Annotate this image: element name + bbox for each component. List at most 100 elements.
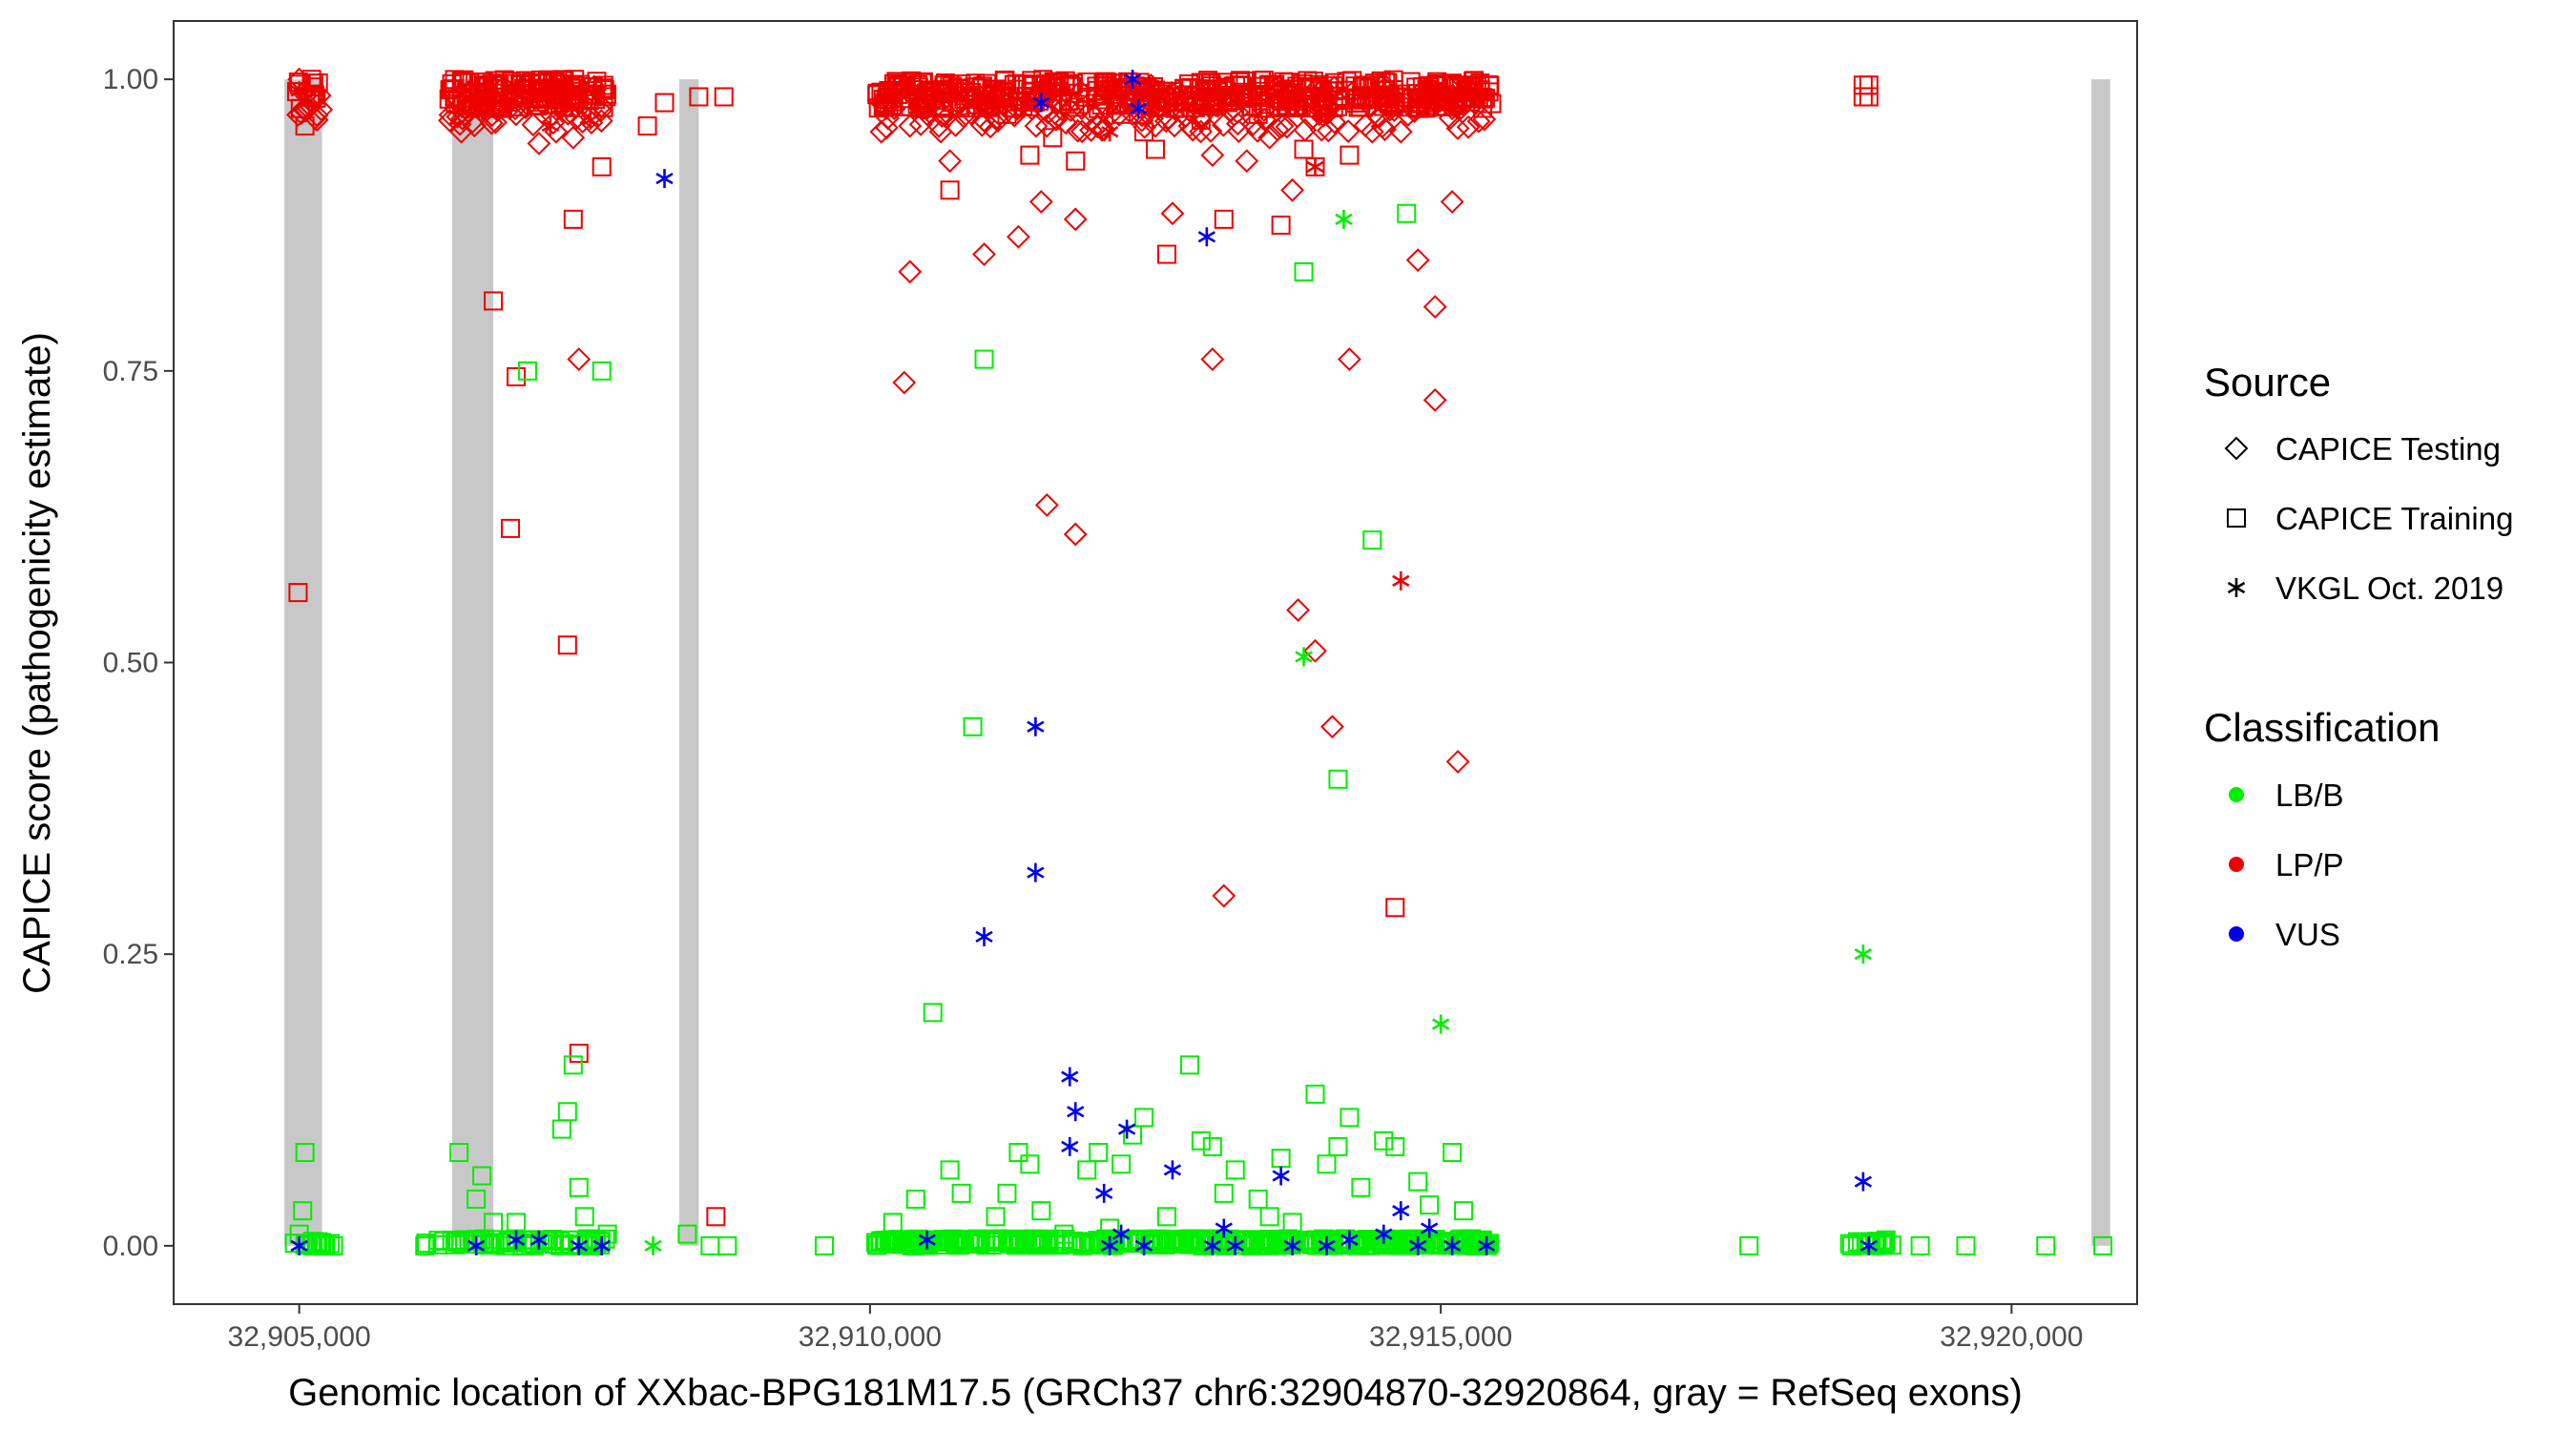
dense-point [1328, 86, 1348, 106]
data-point [655, 169, 674, 189]
data-point [1008, 1143, 1028, 1163]
dense-point [1396, 103, 1421, 127]
legend-key-dot [2229, 926, 2244, 942]
data-point [1405, 248, 1430, 273]
legend-source-item: CAPICE Testing [2224, 431, 2501, 467]
data-point [461, 98, 481, 118]
data-point [1876, 1230, 1896, 1250]
x-axis: 32,905,000 32,910,000 32,915,000 32,920,000 [228, 1304, 2083, 1353]
data-point [1320, 715, 1344, 739]
data-point [637, 116, 657, 136]
data-point [467, 1235, 486, 1255]
dense-point [1024, 114, 1049, 138]
dense-point [1437, 75, 1462, 100]
dense-point [551, 1235, 571, 1255]
data-point [654, 93, 675, 113]
data-point [1303, 638, 1327, 663]
data-point [1443, 1143, 1463, 1163]
data-point [1272, 1166, 1290, 1186]
data-point [869, 119, 894, 144]
data-point [527, 131, 551, 156]
dense-point [446, 1234, 466, 1255]
data-point [1111, 104, 1132, 124]
data-point [415, 1235, 435, 1255]
data-point [1385, 898, 1405, 918]
data-point [1854, 1172, 1872, 1192]
dense-point [1856, 1235, 1876, 1255]
dense-point [468, 97, 493, 122]
dense-point [1058, 98, 1083, 122]
data-point [1089, 98, 1109, 118]
data-point [1477, 1235, 1496, 1255]
data-point [1034, 493, 1059, 517]
dense-point [554, 1234, 574, 1254]
dense-point [1456, 114, 1481, 139]
exon-bands [284, 79, 2110, 1246]
legend-classification-items: LB/B LP/P VUS [2229, 778, 2344, 952]
data-point [1100, 1235, 1119, 1255]
data-point [1200, 143, 1225, 168]
data-point [1440, 96, 1465, 121]
data-point [1392, 570, 1410, 591]
data-points [284, 67, 2113, 1255]
legend-label: VUS [2275, 917, 2340, 952]
data-point [500, 518, 520, 538]
data-point [1063, 522, 1088, 547]
data-point [1445, 750, 1470, 774]
dense-point [1382, 1234, 1402, 1254]
data-point [1200, 347, 1225, 372]
data-point [569, 1044, 589, 1064]
y-tick-label: 0.50 [103, 648, 158, 679]
dense-point [944, 113, 968, 137]
dense-point [1225, 112, 1250, 136]
data-point [563, 209, 583, 229]
data-point [557, 635, 577, 655]
dense-point [555, 101, 580, 126]
y-tick-label: 0.75 [103, 356, 158, 387]
dense-point [1382, 85, 1407, 110]
dense-point [1298, 77, 1318, 97]
dense-point [894, 73, 918, 98]
series-asterisk-lb-b [644, 209, 1872, 1255]
dense-point [1256, 82, 1280, 106]
dense-point [417, 1234, 437, 1254]
series-diamond-lp-p [287, 67, 1487, 908]
data-point [484, 291, 504, 311]
data-point [1362, 530, 1382, 550]
data-point [940, 1160, 960, 1180]
dense-point [1034, 114, 1059, 138]
data-point [706, 1207, 726, 1227]
dense-point [446, 104, 470, 129]
dense-point [1466, 109, 1491, 134]
data-point [507, 1230, 526, 1250]
dense-point [1242, 1234, 1262, 1254]
data-point [1465, 1235, 1485, 1255]
data-point [1351, 93, 1371, 113]
data-point [469, 85, 494, 109]
data-point [1375, 1224, 1393, 1244]
dense-point [1161, 1233, 1181, 1253]
data-point [1248, 1189, 1268, 1209]
series-asterisk-vus [290, 70, 1878, 1255]
data-point [972, 242, 996, 266]
data-point [1423, 387, 1447, 412]
data-point [570, 1235, 588, 1255]
data-point [1197, 227, 1215, 247]
data-point [1257, 125, 1282, 150]
dense-point [484, 110, 508, 135]
data-point [290, 81, 308, 101]
dense-point [1245, 118, 1270, 143]
dense-point [940, 1230, 960, 1250]
data-point [561, 125, 586, 150]
dense-point [1097, 75, 1122, 100]
dense-point [935, 73, 955, 93]
data-point [449, 119, 473, 144]
data-point [1463, 85, 1487, 109]
dense-point [551, 94, 574, 119]
dense-point [1198, 118, 1223, 143]
data-point [1283, 1235, 1301, 1255]
dense-point [1130, 108, 1154, 133]
series-square-lp-p [288, 75, 1879, 1227]
dense-point [1225, 100, 1250, 125]
legend-source-title: Source [2204, 360, 2331, 404]
